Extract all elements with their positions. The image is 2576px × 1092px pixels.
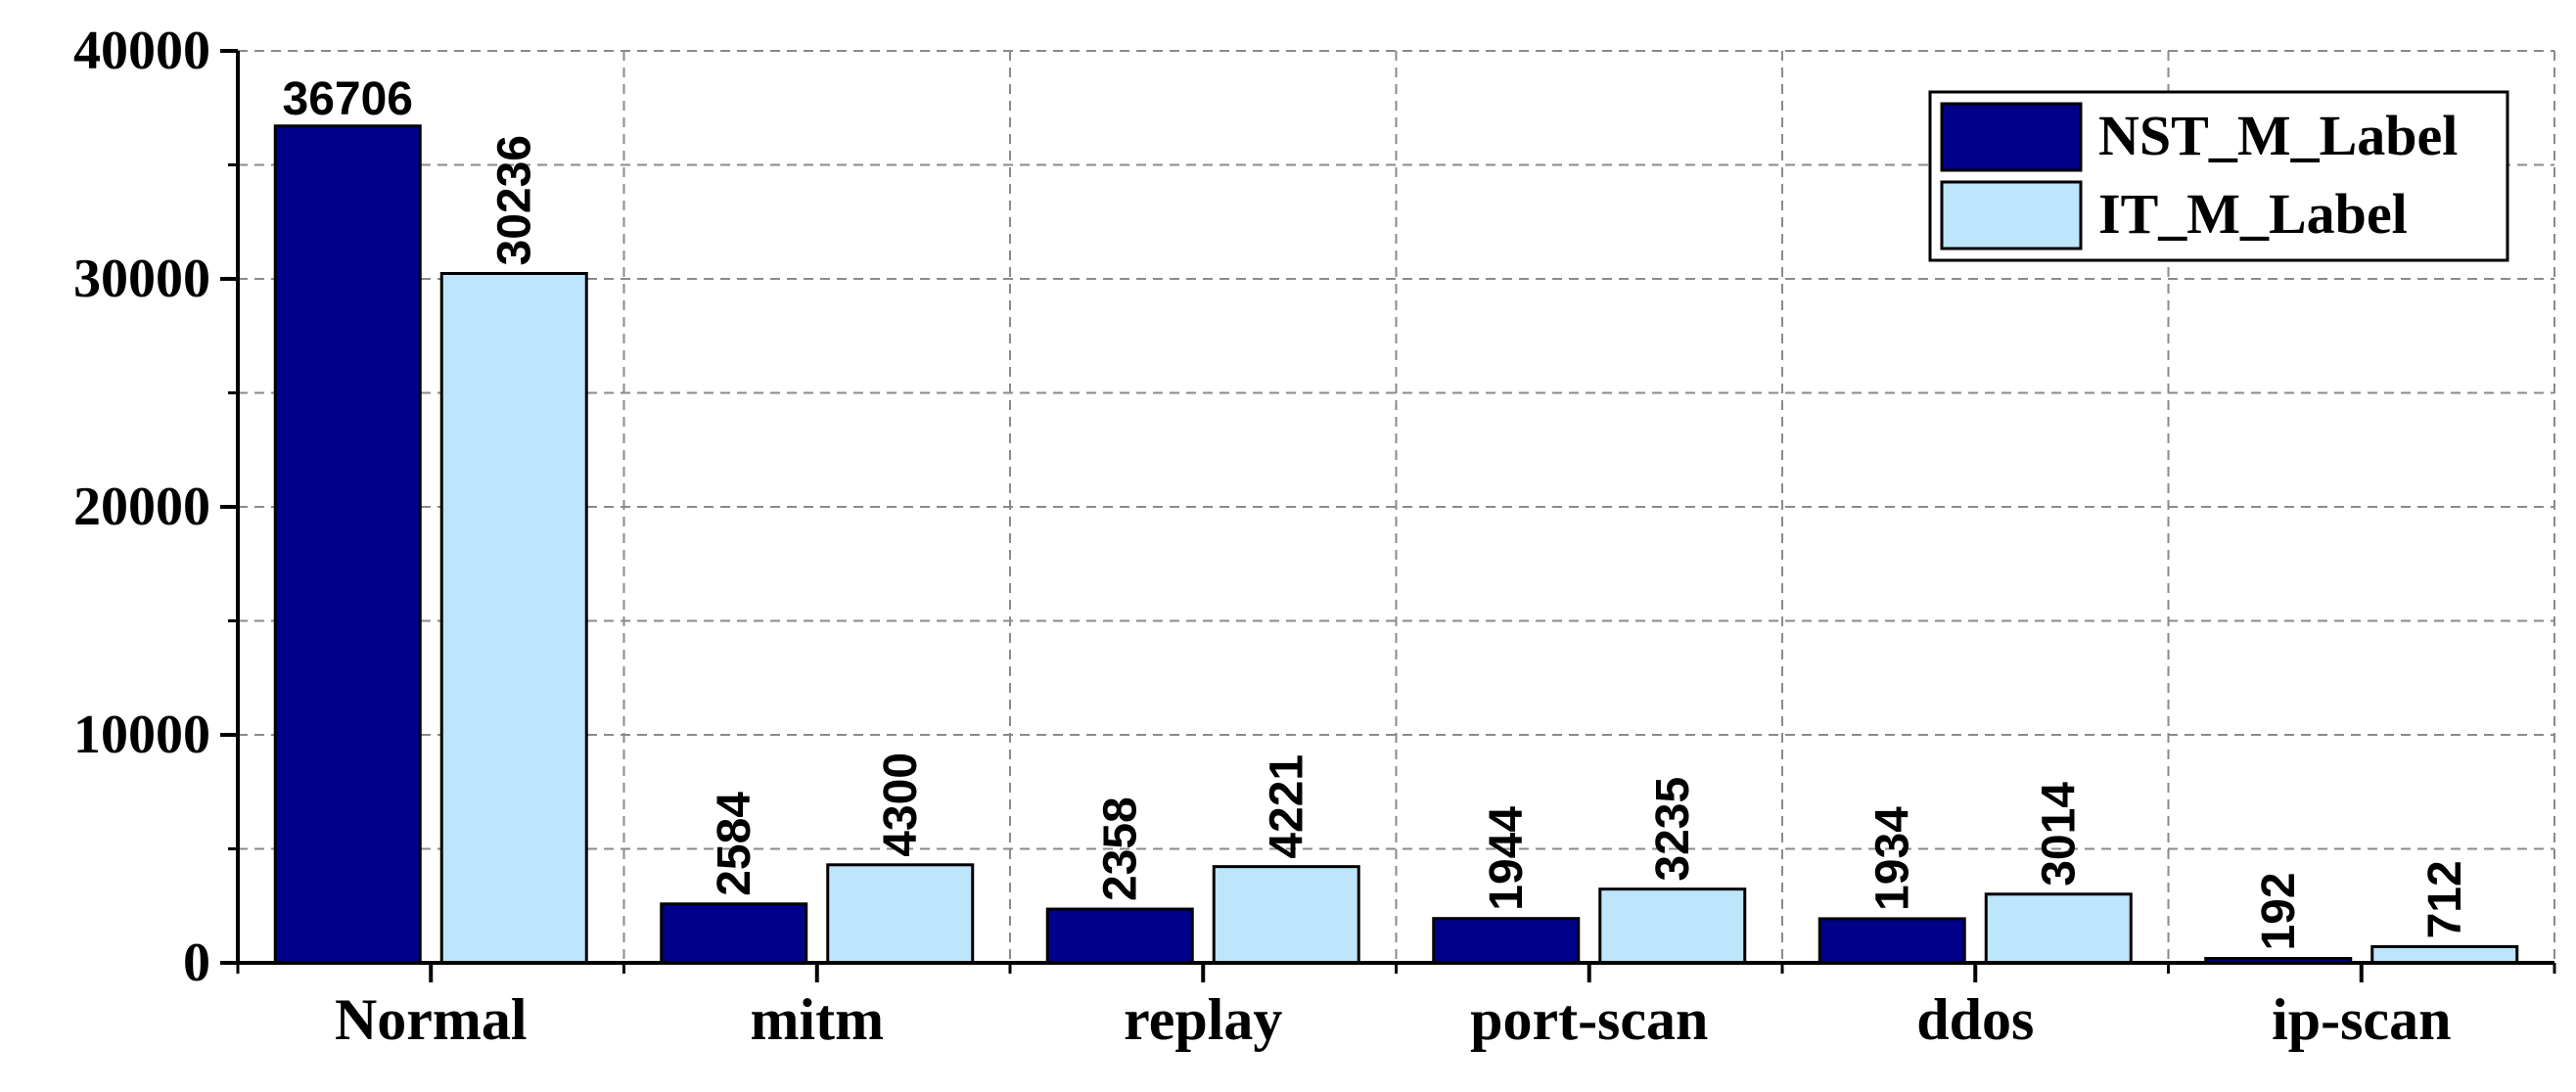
data-label: 3014 — [2033, 782, 2085, 887]
x-tick-label: ddos — [1916, 987, 2034, 1052]
bar-nst-m-label-mitm — [660, 902, 808, 965]
data-label: 30236 — [488, 135, 540, 265]
y-tick-label: 20000 — [73, 477, 210, 537]
x-tick-label: ip-scan — [2272, 987, 2451, 1052]
data-label: 1934 — [1866, 806, 1918, 911]
data-label: 4221 — [1261, 754, 1312, 859]
data-label: 3235 — [1647, 777, 1699, 882]
y-tick-label: 40000 — [73, 21, 210, 81]
x-tick-label: Normal — [335, 987, 528, 1052]
bar-it-m-label-ddos — [1984, 892, 2133, 965]
bar-it-m-label-ip-scan — [2370, 944, 2519, 965]
bar-it-m-label-port-scan — [1598, 887, 1747, 965]
data-label: 712 — [2419, 860, 2471, 938]
bar-it-m-label-replay — [1212, 865, 1360, 965]
y-tick-label: 0 — [183, 933, 210, 993]
data-label: 192 — [2253, 872, 2305, 950]
bar-it-m-label-normal — [439, 272, 588, 965]
bar-it-m-label-mitm — [826, 863, 975, 965]
y-tick-label: 30000 — [73, 249, 210, 309]
data-label: 2584 — [709, 792, 760, 896]
legend: NST_M_Label IT_M_Label — [1928, 90, 2509, 262]
bars-group — [273, 124, 2519, 965]
bar-nst-m-label-ddos — [1817, 917, 1966, 965]
x-tick-label: mitm — [750, 987, 884, 1052]
bar-nst-m-label-replay — [1045, 907, 1194, 965]
bar-nst-m-label-port-scan — [1432, 917, 1581, 965]
data-label: 4300 — [875, 752, 927, 857]
legend-label: IT_M_Label — [2098, 182, 2408, 246]
data-label: 1944 — [1481, 806, 1533, 911]
legend-label: NST_M_Label — [2098, 104, 2458, 167]
legend-swatch-it-m-label — [1940, 180, 2083, 250]
x-tick-label: replay — [1124, 987, 1282, 1052]
bar-nst-m-label-normal — [273, 124, 422, 965]
x-tick-label: port-scan — [1470, 987, 1708, 1052]
data-label: 36706 — [283, 73, 413, 125]
y-tick-label: 10000 — [73, 705, 210, 765]
legend-swatch-nst-m-label — [1940, 102, 2083, 172]
data-label: 2358 — [1094, 796, 1146, 901]
axes-group: 0 10000 20000 30000 40000 Normal mitm replay por… — [73, 21, 2556, 1052]
data-labels-group: 36706 30236 2584 4300 2358 4221 1944 3235 1934 30… — [283, 73, 2471, 951]
